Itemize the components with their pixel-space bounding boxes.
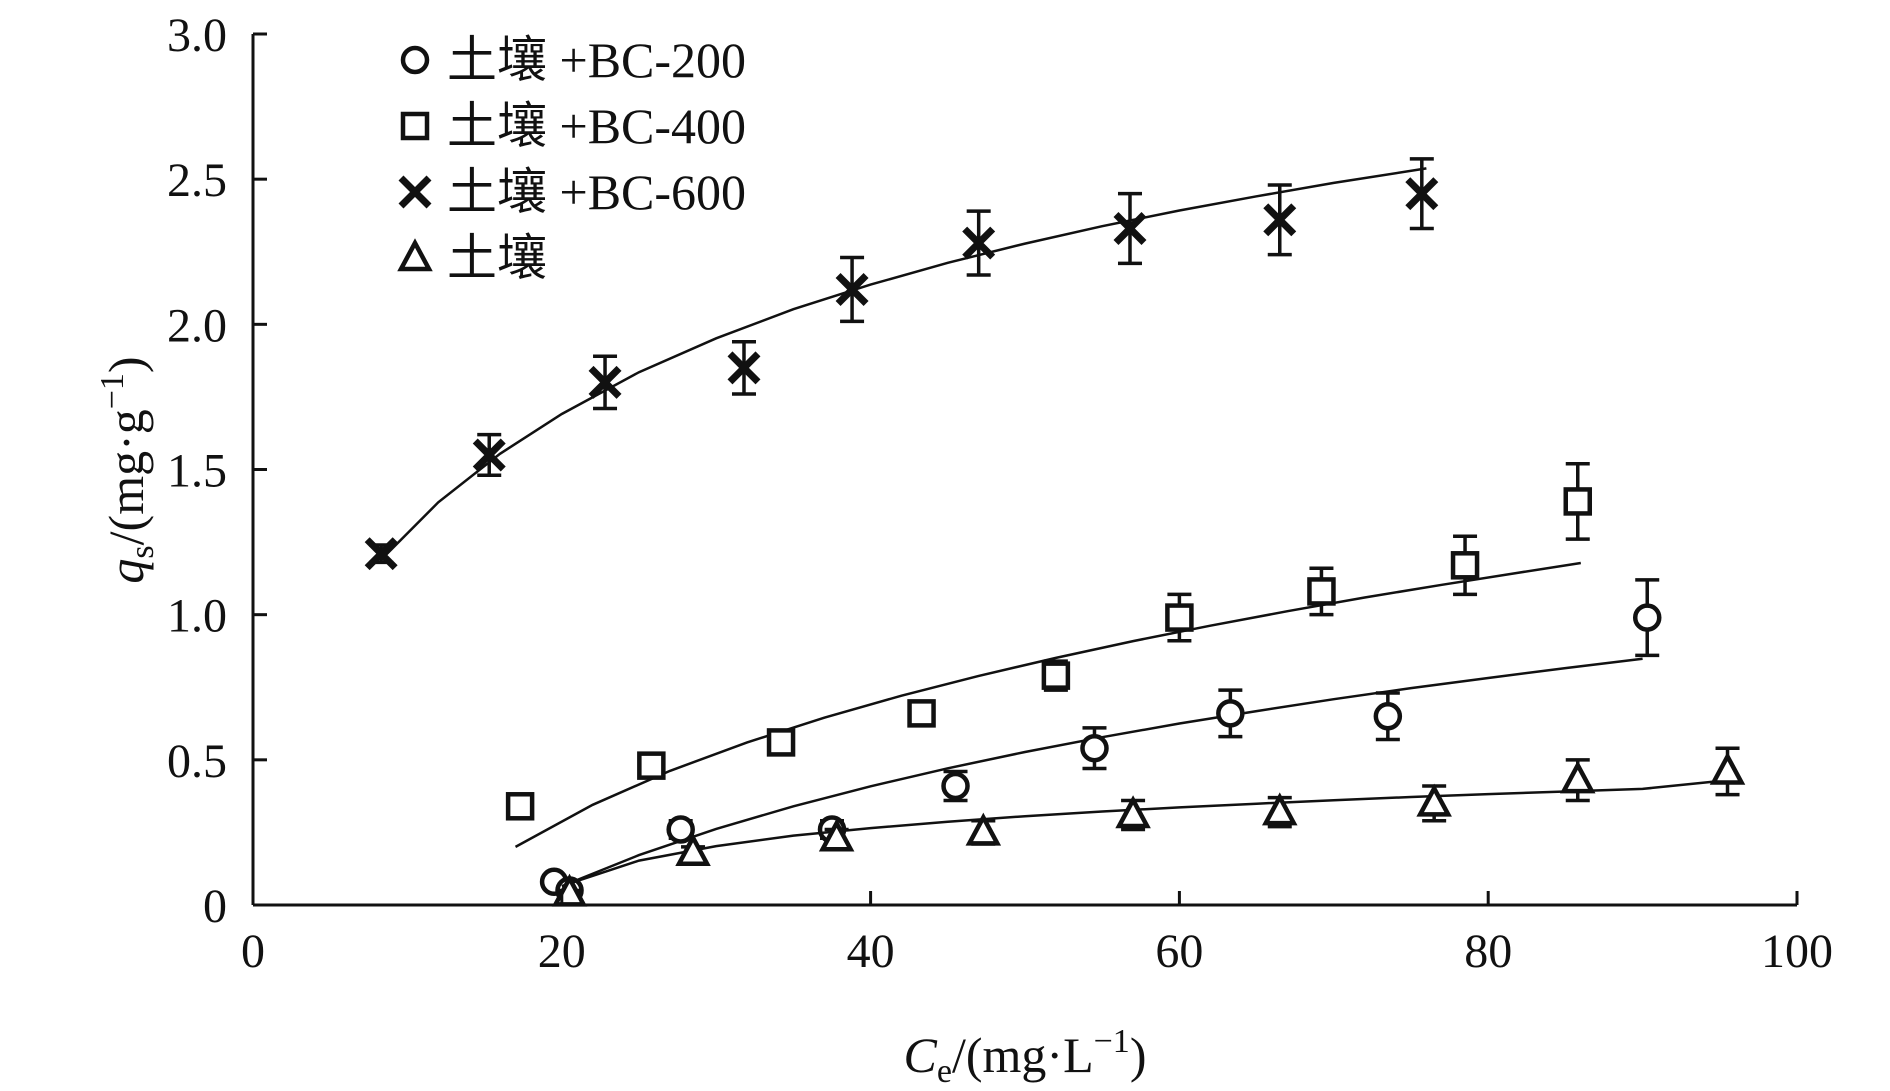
data-point [941,771,970,801]
x-axis-label: Ce/(mg·L−1) [904,1023,1147,1090]
data-point [1080,733,1109,763]
y-tick-label: 1.0 [167,590,227,643]
x-tick-label: 0 [241,925,265,978]
legend-marker [397,238,433,272]
x-axis: 0 20 40 60 80 100 [241,891,1833,978]
x-tick-label: 60 [1155,925,1203,978]
data-point [1416,783,1452,817]
data-point [1559,760,1596,794]
y-tick-label: 1.5 [167,445,227,498]
plot-area [364,157,1746,907]
data-point [1216,699,1245,728]
x-tick-label: 40 [847,925,895,978]
data-point [1709,751,1746,785]
y-axis-label-unit: /(mg·g [98,409,154,545]
data-point [364,537,398,571]
x-tick-label: 20 [538,925,586,978]
legend-marker [400,45,430,75]
series-3 [364,157,1439,571]
y-tick-label: 2.0 [167,299,227,352]
legend-item: 土壤 +BC-200 [400,32,746,88]
data-point [727,351,761,385]
y-axis-label: qs/(mg·g−1) [94,356,161,583]
y-axis-label-close: ) [98,356,154,373]
data-point [1115,795,1151,829]
legend: 土壤 +BC-200 土壤 +BC-400 土壤 +BC-600 土壤 [397,32,746,286]
fit-curve [561,778,1728,888]
legend-marker [400,111,430,141]
data-point [965,812,1002,846]
x-axis-label-symbol: C [904,1027,938,1083]
y-tick-label: 0 [203,880,227,933]
data-point [1632,603,1662,632]
x-axis-label-close: ) [1130,1027,1147,1083]
data-point [1165,603,1194,632]
data-point [505,792,535,821]
x-axis-label-superscript: −1 [1094,1023,1130,1060]
series-1 [539,578,1662,905]
y-tick-label: 2.5 [167,154,227,207]
legend-marker [398,175,432,209]
legend-item: 土壤 +BC-600 [398,164,746,220]
x-tick-label: 80 [1464,925,1512,978]
x-axis-label-subscript: e [937,1053,952,1090]
legend-item: 土壤 +BC-400 [400,98,746,154]
data-point [766,728,796,757]
y-axis-label-subscript: s [124,545,161,558]
fit-curve [514,561,1581,848]
fit-curve [561,657,1643,888]
data-point [962,226,996,260]
data-point [472,438,506,472]
y-axis: 0 0.5 1.0 1.5 2.0 2.5 3.0 [167,9,267,933]
legend-label: 土壤 +BC-400 [447,98,746,154]
data-point [666,815,695,844]
data-point [1563,487,1593,516]
data-point [1307,577,1336,606]
data-point [1450,551,1480,580]
data-point [1261,792,1298,826]
y-ticks: 0 0.5 1.0 1.5 2.0 2.5 3.0 [167,9,267,933]
legend-label: 土壤 [447,230,547,286]
x-tick-label: 100 [1761,925,1833,978]
data-point [675,832,711,866]
legend-label: 土壤 +BC-600 [447,164,746,220]
fit-curve [383,167,1427,558]
y-tick-label: 0.5 [167,735,227,788]
data-point [1263,203,1297,237]
y-tick-label: 3.0 [167,9,227,62]
x-ticks: 0 20 40 60 80 100 [241,891,1833,978]
data-point [1373,702,1403,731]
data-point [818,818,855,852]
legend-item: 土壤 [397,230,547,286]
legend-label: 土壤 +BC-200 [447,32,746,88]
data-point [1405,177,1439,211]
y-axis-label-symbol: q [98,559,154,584]
data-point [637,751,666,780]
data-point [907,699,936,728]
series-4 [551,746,1746,907]
data-point [588,365,622,399]
data-point [1041,661,1071,690]
series-2 [505,461,1593,848]
y-axis-label-superscript: −1 [94,373,131,409]
x-axis-label-unit: /(mg·L [952,1027,1094,1083]
data-point [835,273,869,306]
data-point [1113,212,1147,245]
